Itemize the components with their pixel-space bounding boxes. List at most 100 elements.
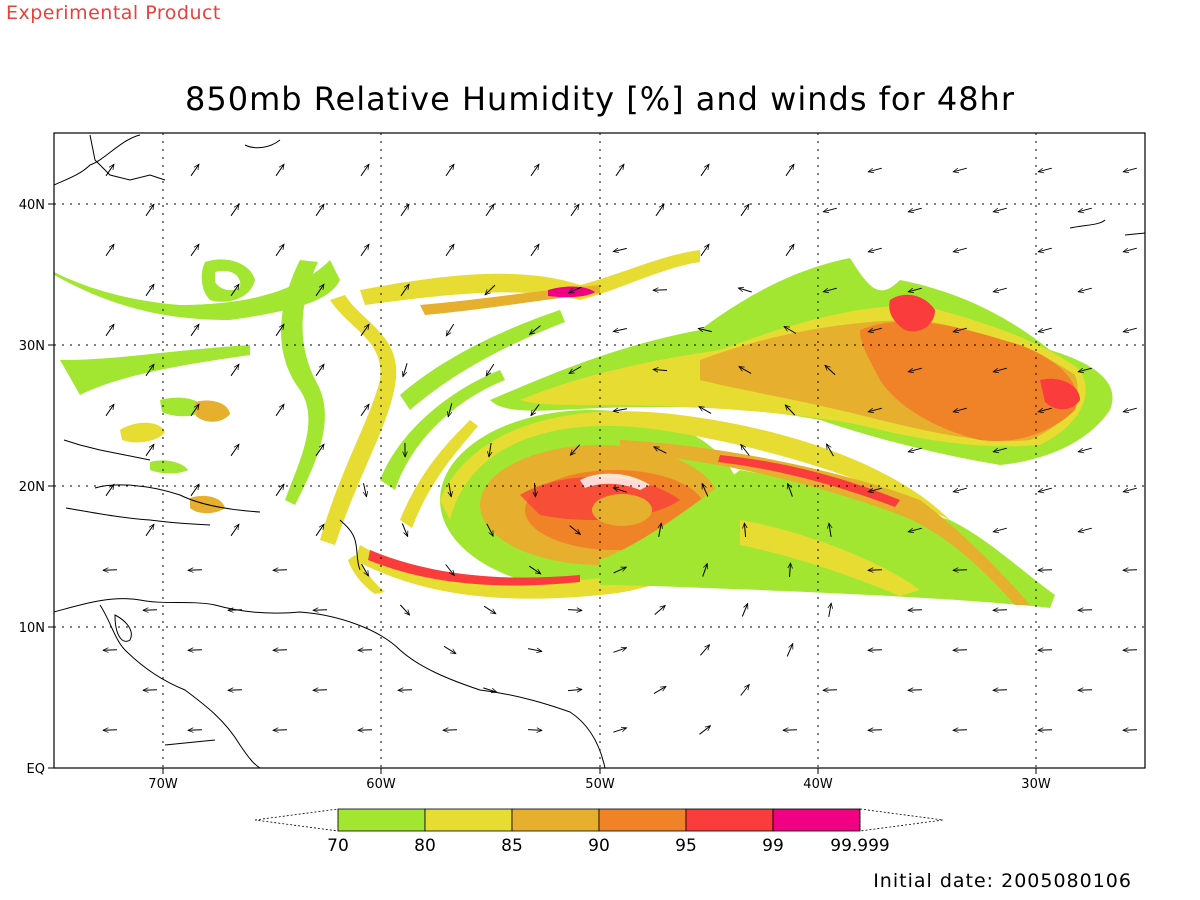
wind-arrow (483, 687, 496, 692)
wind-arrow (230, 204, 239, 217)
wind-arrow (993, 287, 1007, 292)
wind-arrow (570, 204, 579, 217)
wind-arrow (399, 604, 409, 615)
wind-arrow (358, 730, 373, 731)
wind-arrow (445, 244, 454, 257)
wind-arrow (275, 484, 284, 497)
wind-arrow (953, 167, 967, 172)
wind-arrow (788, 483, 793, 497)
wind-arrow (1038, 730, 1053, 731)
wind-arrow (868, 650, 883, 651)
wind-arrow (868, 247, 882, 252)
wind-arrow (1078, 287, 1092, 292)
initial-date-label: Initial date: 2005080106 (873, 870, 1132, 892)
wind-arrow (105, 244, 114, 257)
wind-arrow (699, 406, 712, 414)
wind-arrow (569, 525, 581, 535)
wind-arrow (740, 204, 749, 217)
wind-arrow (275, 244, 284, 257)
wind-arrow (1123, 327, 1137, 332)
wind-arrow (190, 324, 199, 337)
wind-arrow (398, 690, 413, 691)
wind-arrow (103, 730, 118, 731)
wind-arrow (145, 284, 154, 297)
wind-arrow (315, 204, 324, 217)
wind-arrow (228, 610, 243, 611)
wind-arrow (823, 690, 838, 691)
wind-arrow (105, 484, 114, 497)
wind-arrow (1123, 650, 1138, 651)
wind-arrow (483, 605, 496, 614)
wind-arrow (993, 610, 1008, 611)
lat-label: 30N (19, 339, 45, 354)
wind-arrow (741, 604, 747, 617)
wind-arrow (613, 409, 627, 411)
wind-arrow (401, 523, 407, 537)
wind-arrow (364, 483, 367, 497)
wind-arrow (446, 323, 455, 336)
wind-arrow (654, 605, 666, 615)
wind-arrow (615, 164, 624, 177)
wind-arrow (188, 730, 203, 731)
wind-arrow (827, 444, 834, 457)
wind-arrow (570, 444, 581, 455)
wind-arrow (190, 404, 199, 417)
wind-arrow (908, 207, 922, 212)
experimental-product-label: Experimental Product (6, 2, 221, 24)
wind-arrow (739, 366, 752, 374)
wind-arrow (655, 204, 664, 217)
wind-arrow (315, 444, 324, 457)
wind-arrow (360, 324, 369, 337)
wind-arrow (360, 404, 369, 417)
wind-arrow (273, 570, 288, 571)
wind-arrow (953, 487, 967, 492)
colorbar-swatch-85 (511, 808, 600, 832)
colorbar-left-extension (254, 808, 339, 832)
wind-arrow (273, 650, 288, 651)
graticule (54, 133, 1145, 768)
wind-arrow (785, 405, 796, 416)
wind-arrow (700, 164, 709, 177)
wind-arrow (829, 523, 831, 537)
wind-arrow (613, 648, 626, 653)
wind-arrow (188, 570, 203, 571)
colorbar-tick-label: 80 (414, 836, 436, 856)
colorbar-tick-label: 85 (501, 836, 523, 856)
wind-arrow (103, 570, 118, 571)
colorbar-tick-label: 99.999 (830, 836, 889, 856)
wind-arrow (868, 167, 882, 172)
wind-arrow (1123, 487, 1137, 492)
wind-arrow (313, 690, 328, 691)
wind-arrow (659, 523, 662, 537)
wind-arrow (448, 403, 453, 417)
wind-arrow (569, 366, 582, 374)
wind-arrow (143, 610, 158, 611)
wind-arrow (275, 164, 284, 177)
wind-arrow (443, 730, 458, 731)
wind-arrow (567, 610, 582, 611)
wind-arrow (613, 488, 627, 493)
wind-arrow (740, 685, 750, 696)
wind-arrow (228, 690, 243, 691)
wind-arrow (105, 164, 114, 177)
wind-arrow (908, 447, 922, 452)
colorbar-legend: 70 80 85 90 95 99 99.999 (254, 808, 944, 856)
wind-arrow (653, 369, 668, 370)
wind-arrow (190, 164, 199, 177)
wind-arrow (1038, 327, 1052, 332)
wind-arrow (530, 244, 539, 257)
wind-arrow (741, 445, 750, 456)
wind-arrow (531, 404, 540, 415)
wind-arrow (143, 690, 158, 691)
wind-arrow (698, 328, 712, 331)
wind-arrow (908, 287, 922, 292)
lon-label: 40W (803, 777, 833, 792)
colorbar-swatch-70 (337, 808, 426, 832)
wind-arrow (908, 527, 922, 532)
wind-arrow (145, 524, 154, 537)
wind-arrow (738, 288, 752, 293)
coastlines (53, 134, 1146, 769)
map-title: 850mb Relative Humidity [%] and winds fo… (185, 80, 1015, 118)
wind-arrow (1038, 407, 1052, 412)
